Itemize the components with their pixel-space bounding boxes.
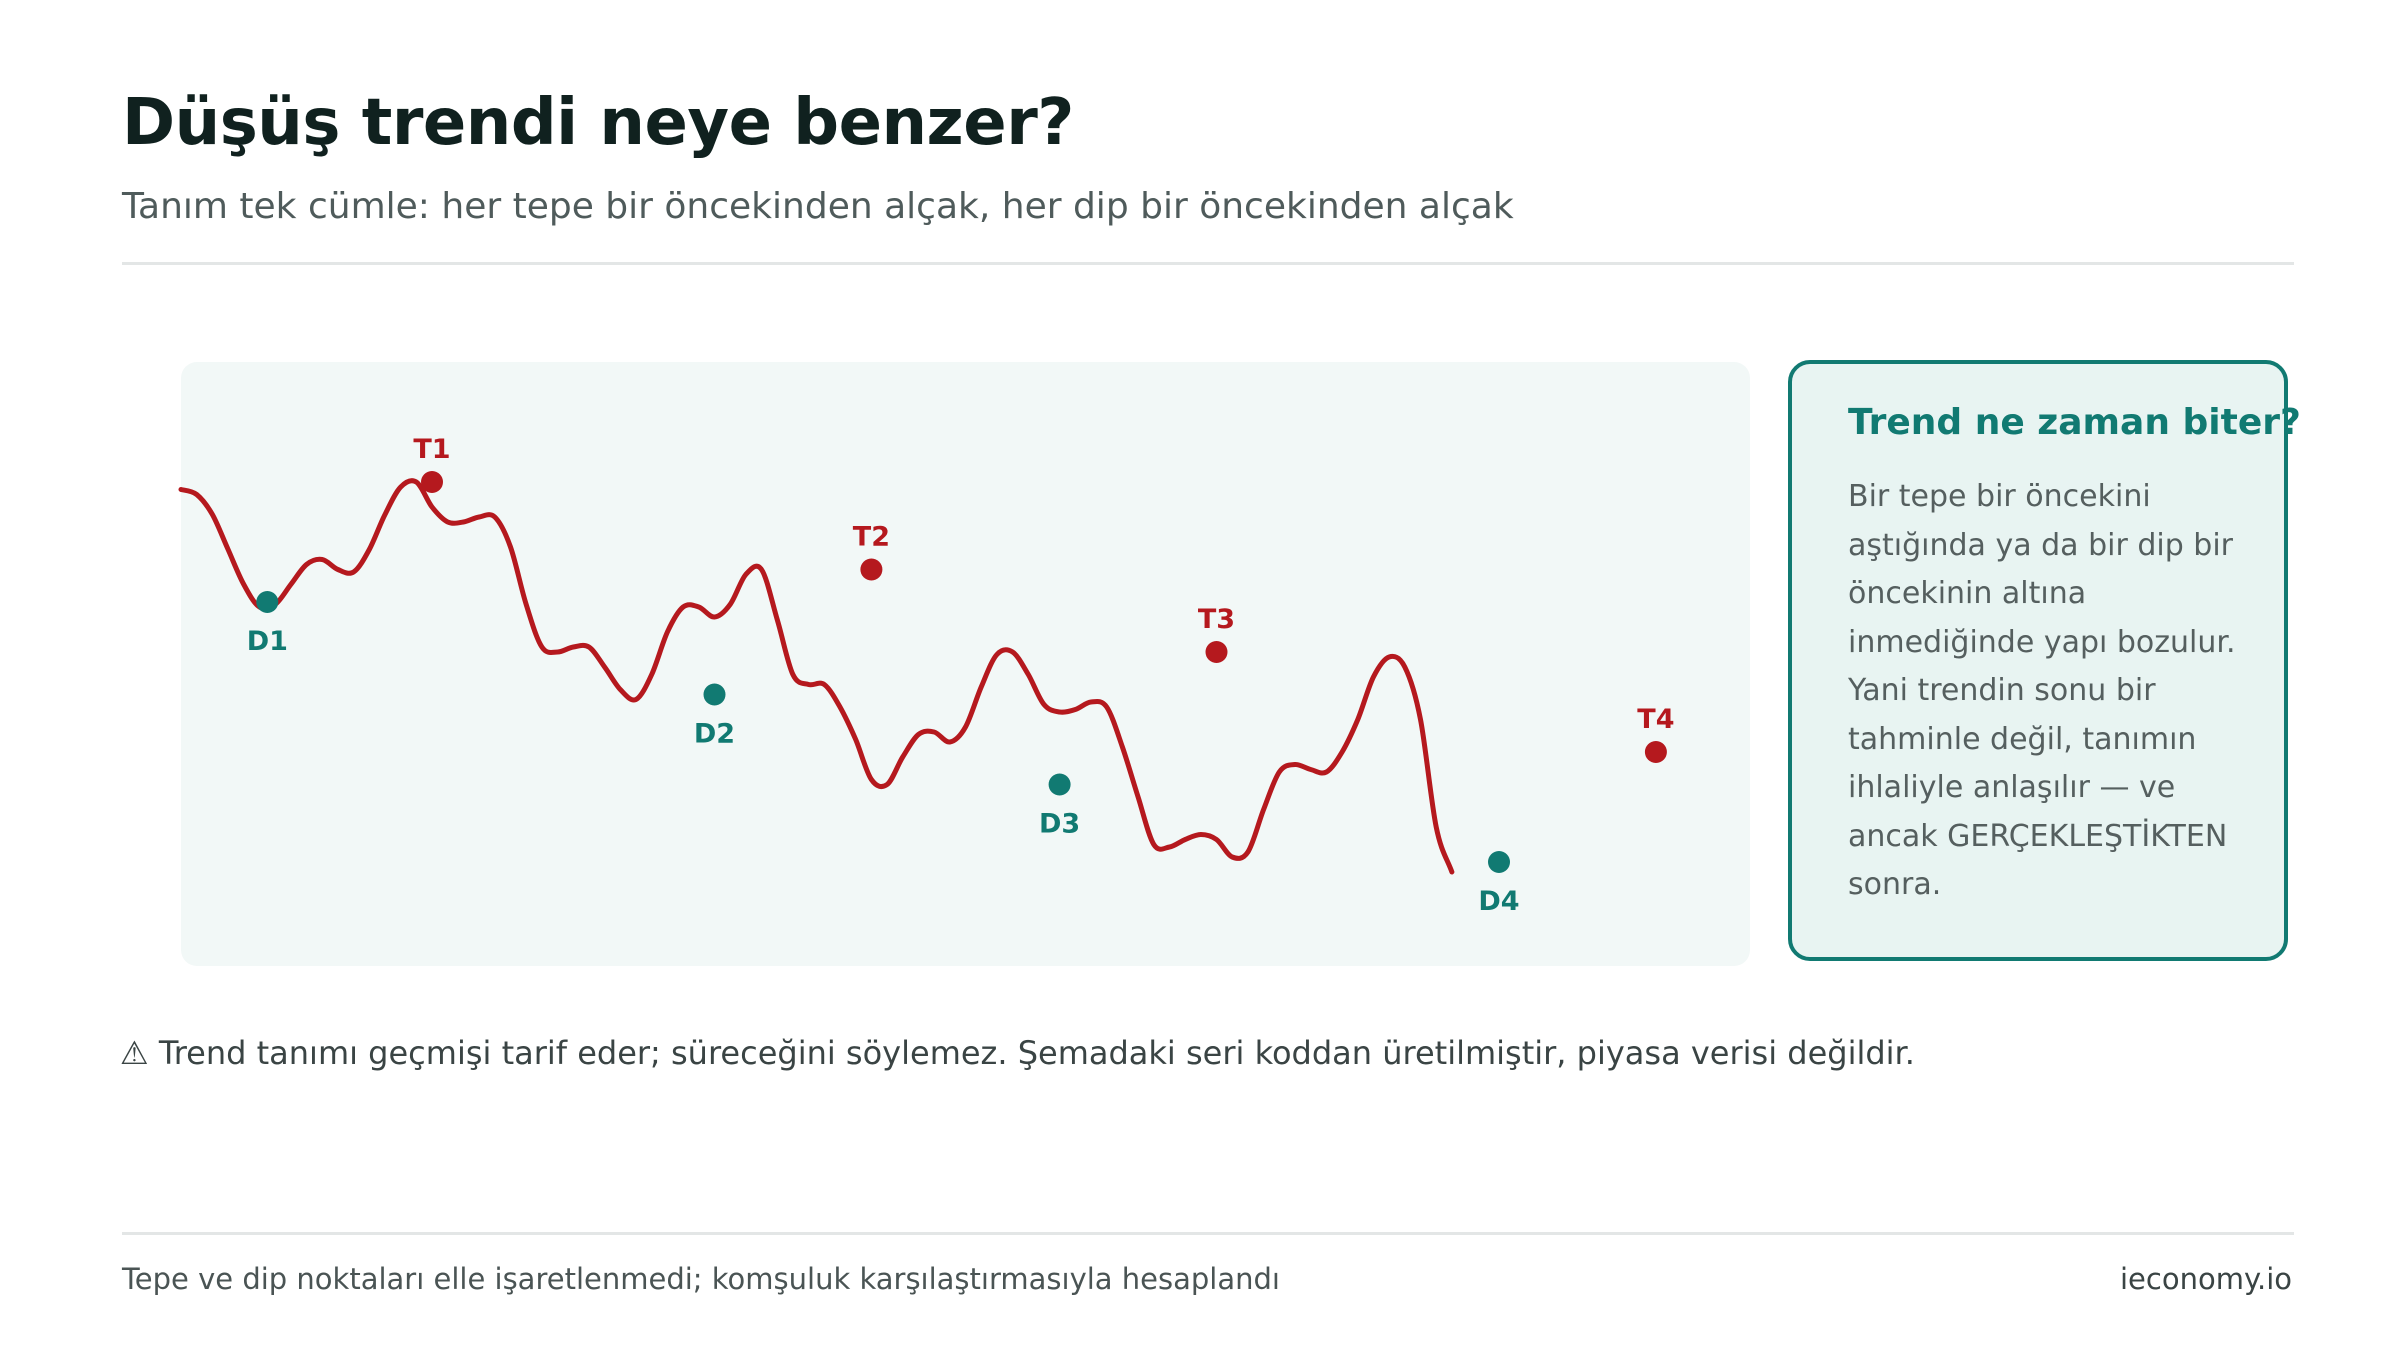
peak-marker-t2 bbox=[860, 558, 883, 581]
point-label-d1: D1 bbox=[247, 626, 288, 657]
point-label-t2: T2 bbox=[853, 522, 890, 553]
trough-marker-d3 bbox=[1048, 773, 1071, 796]
point-label-d3: D3 bbox=[1039, 809, 1080, 840]
price-series-line bbox=[178, 478, 1455, 875]
peak-marker-t4 bbox=[1644, 741, 1667, 763]
trough-marker-d1 bbox=[256, 591, 279, 613]
point-label-t1: T1 bbox=[413, 434, 450, 465]
brand-link[interactable]: ieconomy.io bbox=[2119, 1262, 2292, 1296]
info-box-title: Trend ne zaman biter? bbox=[1848, 402, 2301, 443]
footer-divider bbox=[122, 1232, 2294, 1235]
peak-marker-t3 bbox=[1205, 641, 1228, 663]
point-label-t4: T4 bbox=[1637, 704, 1674, 735]
page-subtitle: Tanım tek cümle: her tepe bir öncekinden… bbox=[122, 186, 1514, 227]
info-box-body: Bir tepe bir öncekini aştığında ya da bi… bbox=[1848, 479, 2236, 902]
warning-note: ⚠ Trend tanımı geçmişi tarif eder; sürec… bbox=[120, 1034, 1915, 1072]
point-label-d2: D2 bbox=[694, 719, 735, 750]
page-title: Düşüş trendi neye benzer? bbox=[122, 86, 1074, 160]
downtrend-chart: T1 T2 T3 T4 D1 D2 D3 D4 bbox=[178, 434, 1675, 917]
header-divider bbox=[122, 262, 2294, 265]
point-label-t3: T3 bbox=[1198, 604, 1235, 635]
trough-marker-d4 bbox=[1488, 851, 1510, 873]
info-box: Trend ne zaman biter? Bir tepe bir öncek… bbox=[1788, 360, 2301, 961]
trough-marker-d2 bbox=[703, 683, 726, 706]
footer-note: Tepe ve dip noktaları elle işaretlenmedi… bbox=[122, 1262, 1280, 1296]
chart-panel: T1 T2 T3 T4 D1 D2 D3 D4 bbox=[178, 362, 1750, 966]
peak-marker-t1 bbox=[421, 471, 443, 493]
point-label-d4: D4 bbox=[1478, 886, 1519, 917]
